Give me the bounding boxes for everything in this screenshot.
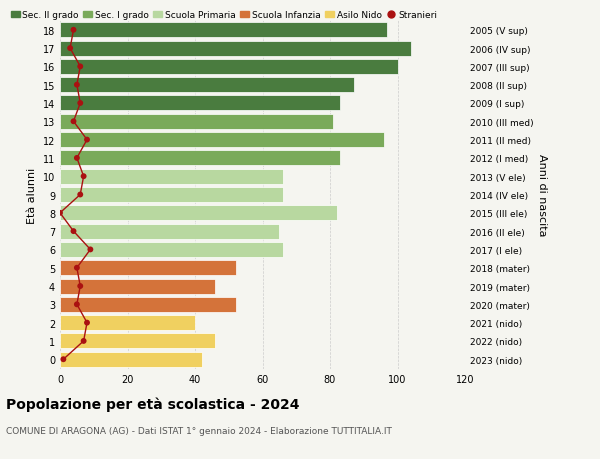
Bar <box>60 96 340 111</box>
Point <box>65 45 75 53</box>
Point <box>72 264 82 272</box>
Point <box>82 319 92 327</box>
Point <box>72 155 82 162</box>
Point <box>69 118 78 126</box>
Y-axis label: Età alunni: Età alunni <box>27 167 37 223</box>
Bar <box>60 279 215 294</box>
Bar <box>60 169 283 185</box>
Point <box>72 82 82 89</box>
Point <box>79 337 88 345</box>
Point <box>79 173 88 180</box>
Legend: Sec. II grado, Sec. I grado, Scuola Primaria, Scuola Infanzia, Asilo Nido, Stran: Sec. II grado, Sec. I grado, Scuola Prim… <box>11 11 437 20</box>
Text: Popolazione per età scolastica - 2024: Popolazione per età scolastica - 2024 <box>6 397 299 412</box>
Point <box>69 228 78 235</box>
Bar <box>60 224 280 239</box>
Bar <box>60 133 384 148</box>
Bar <box>60 206 337 221</box>
Bar <box>60 188 283 202</box>
Bar <box>60 78 353 93</box>
Point <box>82 137 92 144</box>
Point <box>69 27 78 34</box>
Point <box>55 210 65 217</box>
Point <box>76 100 85 107</box>
Point <box>59 356 68 363</box>
Bar <box>60 261 235 275</box>
Bar <box>60 41 411 56</box>
Point <box>72 301 82 308</box>
Bar <box>60 60 398 75</box>
Bar <box>60 297 235 312</box>
Point <box>86 246 95 253</box>
Y-axis label: Anni di nascita: Anni di nascita <box>538 154 547 236</box>
Bar <box>60 242 283 257</box>
Bar <box>60 23 388 38</box>
Bar <box>60 115 334 129</box>
Bar <box>60 315 195 330</box>
Text: COMUNE DI ARAGONA (AG) - Dati ISTAT 1° gennaio 2024 - Elaborazione TUTTITALIA.IT: COMUNE DI ARAGONA (AG) - Dati ISTAT 1° g… <box>6 426 392 435</box>
Point <box>76 191 85 199</box>
Bar <box>60 352 202 367</box>
Bar <box>60 151 340 166</box>
Point <box>76 63 85 71</box>
Point <box>76 283 85 290</box>
Bar <box>60 334 215 349</box>
